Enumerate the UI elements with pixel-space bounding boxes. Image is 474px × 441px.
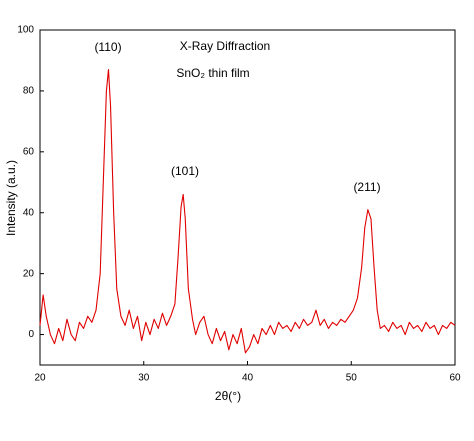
y-tick-label: 20 [23, 268, 35, 279]
y-tick-label: 100 [17, 25, 34, 36]
y-tick-label: 80 [23, 86, 35, 97]
x-tick-label: 60 [449, 373, 461, 384]
y-tick-label: 40 [23, 207, 35, 218]
x-tick-label: 50 [346, 373, 358, 384]
annotation: (101) [171, 164, 199, 178]
y-axis-label: Intensity (a.u.) [4, 160, 18, 236]
annotation: X-Ray Diffraction [180, 39, 270, 53]
data-line [39, 69, 456, 354]
annotation: (110) [94, 40, 121, 54]
x-tick-label: 30 [138, 373, 150, 384]
annotation: SnO₂ thin film [176, 66, 249, 80]
x-tick-label: 20 [34, 373, 46, 384]
x-axis-label: 2θ(°) [215, 389, 241, 403]
annotation: (211) [353, 180, 380, 194]
y-tick-label: 60 [23, 146, 35, 157]
y-tick-label: 0 [28, 329, 34, 340]
x-tick-label: 40 [242, 373, 254, 384]
